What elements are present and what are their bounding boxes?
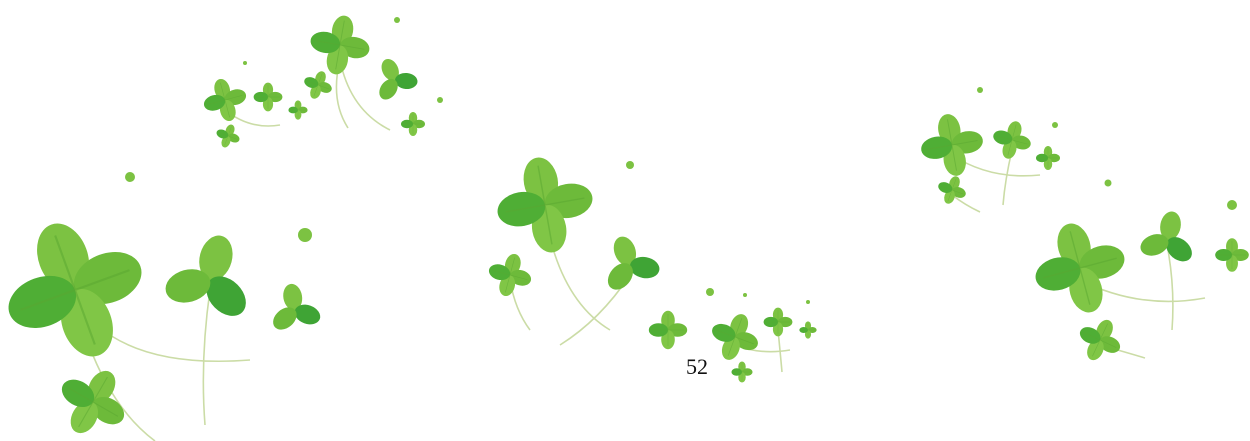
clover [489, 149, 600, 260]
clover [364, 50, 424, 107]
clover [988, 116, 1035, 163]
page: {"page_number": "52"} [0, 0, 1250, 441]
clover [306, 11, 375, 80]
clover [764, 308, 793, 337]
clover [254, 83, 283, 112]
clover [1071, 311, 1128, 368]
clover [46, 355, 140, 441]
clover [199, 74, 252, 127]
clover [799, 321, 816, 338]
clover [1134, 206, 1202, 268]
stems [75, 60, 1205, 441]
clover-decoration [0, 0, 1250, 441]
clover [213, 121, 244, 152]
clover [263, 279, 326, 336]
clover [484, 249, 537, 302]
page-number: 52 [672, 354, 722, 380]
clover [934, 172, 971, 209]
clover [916, 109, 988, 181]
clover [1036, 146, 1060, 170]
clovers [0, 11, 1249, 441]
clover [288, 100, 307, 119]
clover [1215, 238, 1249, 272]
clover [731, 361, 752, 382]
clover [401, 112, 425, 136]
clover [0, 201, 164, 379]
clover [155, 224, 268, 328]
clover [1024, 212, 1136, 324]
clover [591, 226, 668, 298]
clover [649, 311, 687, 349]
